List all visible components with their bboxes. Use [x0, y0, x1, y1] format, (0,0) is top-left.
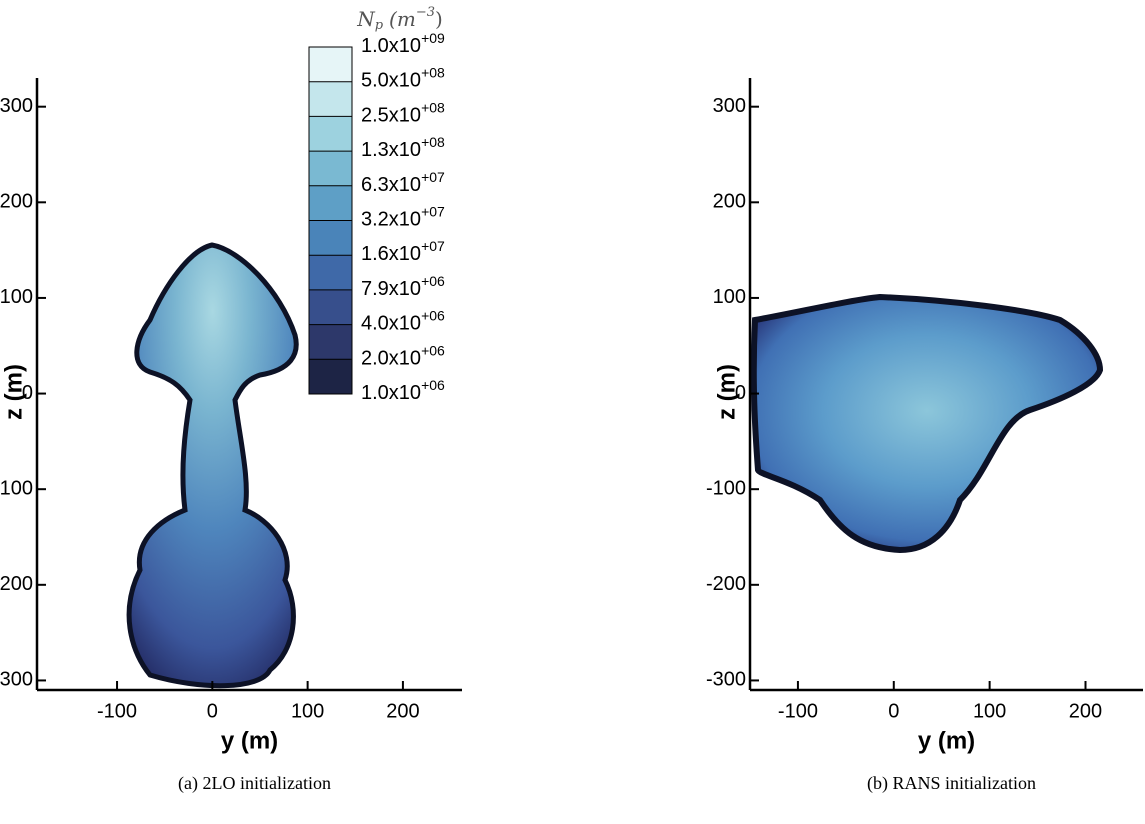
colorbar-label: 5.0x10+08: [361, 64, 445, 92]
colorbar-band: [309, 185, 352, 221]
label-mantissa: 6.3x10: [361, 174, 421, 196]
label-exponent: +09: [421, 30, 445, 46]
colorbar-band: [309, 116, 352, 152]
x-tick-label: 100: [973, 700, 1006, 722]
y-tick-label: -300: [706, 669, 746, 691]
colorbar-band: [309, 255, 352, 291]
y-tick-label: 300: [713, 95, 746, 117]
label-mantissa: 5.0x10: [361, 70, 421, 92]
y-tick-label: 100: [713, 286, 746, 308]
colorbar-label: 4.0x10+06: [361, 307, 445, 335]
label-exponent: +07: [421, 238, 445, 254]
colorbar-label: 7.9x10+06: [361, 273, 445, 301]
y-axis-label: z (m): [713, 364, 740, 420]
x-tick-label: 200: [386, 700, 419, 722]
x-tick-label: -100: [97, 700, 137, 722]
colorbar-band: [309, 289, 352, 326]
label-exponent: +08: [421, 99, 445, 115]
y-tick-label: -300: [0, 669, 33, 691]
label-mantissa: 1.3x10: [361, 139, 421, 161]
y-tick-label: 0: [22, 382, 33, 404]
colorbar-label: 2.5x10+08: [361, 99, 445, 127]
colorbar-label: 6.3x10+07: [361, 169, 445, 197]
label-exponent: +06: [421, 307, 445, 323]
label-exponent: +07: [421, 203, 445, 219]
y-tick-label: 200: [0, 191, 33, 213]
colorbar-label: 1.0x10+09: [361, 30, 445, 58]
x-axis-label: y (m): [918, 727, 975, 754]
x-tick-label: 0: [888, 700, 899, 722]
colorbar-label: 1.6x10+07: [361, 238, 445, 266]
colorbar-band: [309, 81, 352, 117]
x-tick-label: 100: [291, 700, 324, 722]
label-mantissa: 1.0x10: [361, 382, 421, 404]
colorbar-label: 1.0x10+06: [361, 377, 445, 405]
label-mantissa: 1.0x10: [361, 35, 421, 57]
title-symbol: N: [356, 7, 376, 31]
plume-a: [126, 242, 299, 689]
label-exponent: +06: [421, 273, 445, 289]
colorbar-band: [309, 324, 352, 360]
label-mantissa: 2.5x10: [361, 105, 421, 127]
y-tick-label: 200: [713, 191, 746, 213]
label-exponent: +06: [421, 377, 445, 393]
colorbar-band: [309, 220, 352, 256]
label-exponent: +08: [421, 134, 445, 150]
label-mantissa: 1.6x10: [361, 243, 421, 265]
y-axis-label: z (m): [0, 364, 27, 420]
colorbar-band: [309, 47, 352, 83]
y-tick-label: -100: [0, 477, 33, 499]
colorbar-band: [309, 359, 352, 395]
title-unit: (m: [389, 7, 416, 31]
label-mantissa: 3.2x10: [361, 209, 421, 231]
x-tick-label: 200: [1069, 700, 1102, 722]
label-exponent: +07: [421, 169, 445, 185]
y-tick-label: -200: [706, 573, 746, 595]
title-sub: p: [375, 18, 384, 33]
y-tick-label: 300: [0, 95, 33, 117]
y-tick-label: 100: [0, 286, 33, 308]
colorbar-band: [309, 151, 352, 187]
x-tick-label: -100: [778, 700, 818, 722]
colorbar-label: 3.2x10+07: [361, 203, 445, 231]
label-exponent: +08: [421, 64, 445, 80]
title-exp: −3: [416, 5, 435, 20]
label-mantissa: 2.0x10: [361, 348, 421, 370]
x-tick-label: 0: [207, 700, 218, 722]
colorbar-label: 1.3x10+08: [361, 134, 445, 162]
y-tick-label: 0: [735, 382, 746, 404]
x-axis-label: y (m): [221, 727, 278, 754]
label-exponent: +06: [421, 342, 445, 358]
caption: (b) RANS initialization: [867, 773, 1036, 794]
title-close: ): [435, 7, 443, 31]
plume-b: [750, 293, 1104, 554]
label-mantissa: 7.9x10: [361, 278, 421, 300]
colorbar-title: Np (m−3): [356, 5, 443, 33]
label-mantissa: 4.0x10: [361, 313, 421, 335]
colorbar-label: 2.0x10+06: [361, 342, 445, 370]
y-tick-label: -100: [706, 477, 746, 499]
y-tick-label: -200: [0, 573, 33, 595]
caption: (a) 2LO initialization: [178, 773, 331, 794]
